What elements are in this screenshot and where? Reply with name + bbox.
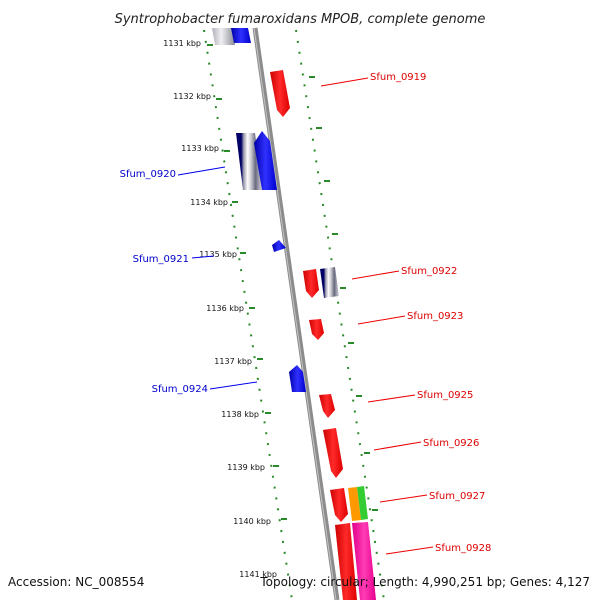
ruler-labels: 1131 kbp 1132 kbp 1133 kbp 1134 kbp 1135… [163, 39, 277, 579]
gene-label-sfum-0923[interactable]: Sfum_0923 [407, 311, 463, 322]
genome-backbone-highlight [253, 27, 337, 600]
gene-sfum-0923[interactable] [309, 319, 324, 340]
gene-label-sfum-0921[interactable]: Sfum_0921 [133, 254, 189, 265]
genome-backbone [252, 27, 340, 600]
gene-sfum-0926[interactable] [323, 428, 343, 478]
gene-label-sfum-0920[interactable]: Sfum_0920 [120, 169, 176, 180]
gene-label-sfum-0919[interactable]: Sfum_0919 [370, 72, 426, 83]
tick-label: 1132 kbp [173, 92, 211, 101]
gene-sfum-0921[interactable] [272, 240, 286, 252]
gene-sfum-0920[interactable] [254, 131, 277, 190]
map-title: Syntrophobacter fumaroxidans MPOB, compl… [115, 12, 486, 27]
gene-sfum-0925[interactable] [319, 394, 335, 418]
gene-label-sfum-0928[interactable]: Sfum_0928 [435, 543, 491, 554]
left-guide-line [203, 29, 293, 600]
gene-sfum-0924[interactable] [289, 365, 306, 392]
tick-label: 1131 kbp [163, 39, 201, 48]
gene-sfum-0928[interactable] [335, 523, 357, 600]
gene-feature-grey[interactable] [212, 28, 235, 45]
guide-ticks [207, 44, 378, 520]
topology-text: Topology: circular; Length: 4,990,251 bp… [260, 575, 590, 589]
accession-text: Accession: NC_008554 [8, 575, 145, 589]
gene-feature-pink[interactable] [352, 522, 376, 600]
gene-feature-orange[interactable] [348, 487, 361, 521]
tick-label: 1133 kbp [181, 144, 219, 153]
gene-sfum-0919[interactable] [270, 70, 290, 117]
gene-label-sfum-0926[interactable]: Sfum_0926 [423, 438, 479, 449]
gene-feature-blue[interactable] [231, 28, 251, 43]
gene-sfum-0927[interactable] [330, 488, 348, 522]
gene-sfum-0922[interactable] [303, 269, 319, 298]
tick-label: 1135 kbp [199, 250, 237, 259]
gene-label-sfum-0922[interactable]: Sfum_0922 [401, 266, 457, 277]
label-connectors [177, 77, 434, 555]
tick-label: 1134 kbp [190, 198, 228, 207]
gene-label-sfum-0927[interactable]: Sfum_0927 [429, 491, 485, 502]
gene-label-sfum-0925[interactable]: Sfum_0925 [417, 390, 473, 401]
tick-label: 1140 kbp [233, 517, 271, 526]
tick-label: 1138 kbp [221, 410, 259, 419]
tick-label: 1136 kbp [206, 304, 244, 313]
tick-label: 1137 kbp [214, 357, 252, 366]
tick-label: 1141 kbp [239, 570, 277, 579]
tick-label: 1139 kbp [227, 463, 265, 472]
gene-feature-striped-2[interactable] [320, 267, 339, 298]
gene-label-sfum-0924[interactable]: Sfum_0924 [152, 384, 208, 395]
gene-feature-green[interactable] [357, 486, 368, 520]
